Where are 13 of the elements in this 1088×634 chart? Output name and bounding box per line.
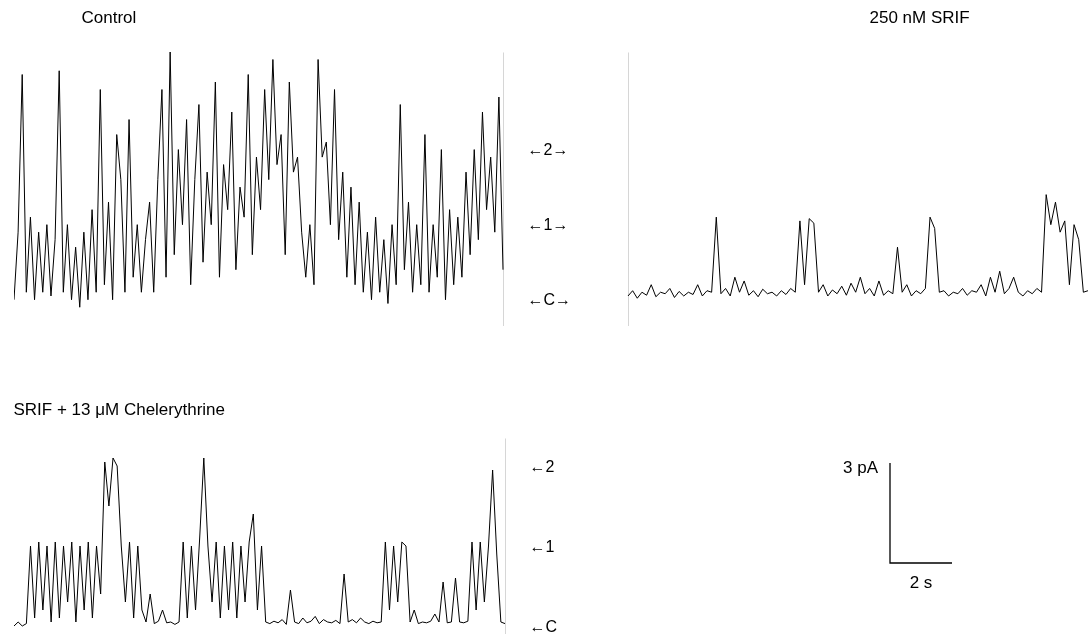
line-series (14, 457, 506, 627)
line-series (14, 51, 504, 308)
y-tick-label: ←C (529, 617, 558, 634)
y-tick-label: ←2→ (527, 141, 569, 159)
text: 3 pA (843, 458, 879, 477)
y-tick-label: ←1→ (527, 216, 569, 234)
text: 2 s (909, 573, 933, 592)
y-tick-label: ←2 (529, 457, 555, 475)
chart-title: SRIF + 13 μM Chelerythrine (13, 400, 226, 419)
chart-title: 250 nM SRIF (869, 8, 970, 27)
chart-title: Control (81, 7, 137, 27)
y-tick-label: ←1 (529, 537, 555, 555)
y-tick-label: ←C→ (527, 291, 572, 309)
